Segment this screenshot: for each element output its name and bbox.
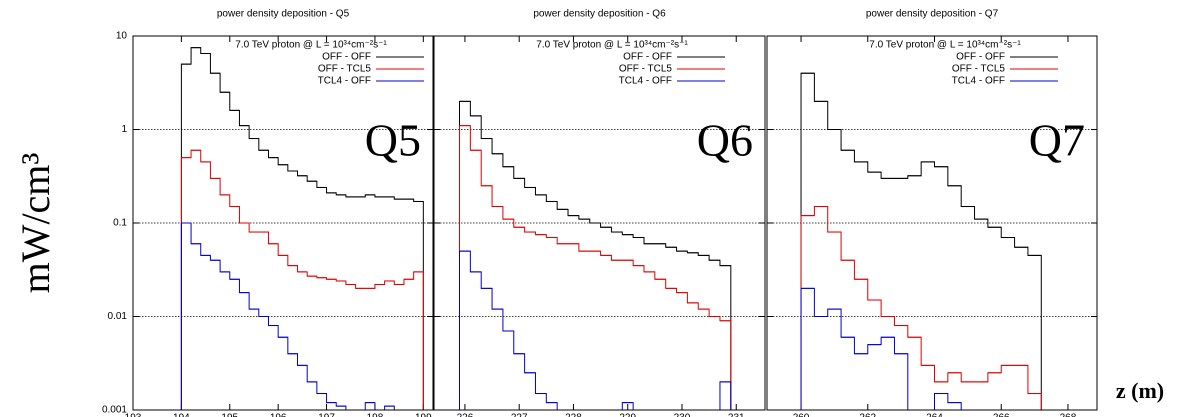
plot-frame [433,35,766,411]
legend-label: OFF - TCL5 [619,64,673,75]
panel-title: power density deposition - Q6 [533,9,666,20]
x-axis-label: z (m) [1116,378,1164,403]
x-tick-label: 227 [511,413,528,417]
step-outline [459,100,732,410]
y-tick-label: 0.1 [113,218,127,229]
x-tick-label: 230 [674,413,691,417]
y-tick-label: 0.01 [108,311,128,322]
legend-label: TCL4 - OFF [619,76,672,87]
legend-label: OFF - OFF [956,52,1005,63]
plot-frame [132,35,434,411]
x-tick-label: 260 [793,413,810,417]
panel-label: Q7 [1029,115,1085,166]
x-tick-label: 199 [415,413,432,417]
y-tick-label: 1 [121,124,127,135]
x-tick-label: 229 [619,413,636,417]
x-tick-label: 196 [270,413,287,417]
x-tick-label: 194 [173,413,190,417]
x-tick-label: 268 [1060,413,1077,417]
legend-label: TCL4 - OFF [952,76,1005,87]
x-tick-label: 198 [367,413,384,417]
x-tick-label: 266 [993,413,1010,417]
y-axis-label: mW/cm³ [13,153,58,294]
legend-label: OFF - OFF [322,52,371,63]
x-tick-label: 231 [728,413,745,417]
annotation: 7.0 TeV proton @ L = 10³⁴cm⁻²s⁻¹ [536,40,688,51]
step-outline [459,250,732,411]
legend-label: TCL4 - OFF [318,76,371,87]
panel-title: power density deposition - Q5 [217,9,350,20]
y-tick-label: 0.001 [102,405,127,416]
legend-label: OFF - TCL5 [318,64,372,75]
x-tick-label: 264 [926,413,943,417]
annotation: 7.0 TeV proton @ L = 10³⁴cm⁻²s⁻¹ [235,40,387,51]
step-outline [459,125,732,410]
x-tick-label: 228 [565,413,582,417]
x-tick-label: 197 [318,413,335,417]
x-tick-label: 195 [221,413,238,417]
annotation: 7.0 TeV proton @ L = 10³⁴cm⁻²s⁻¹ [869,40,1021,51]
legend-label: OFF - TCL5 [952,64,1006,75]
y-tick-label: 10 [116,31,128,42]
x-tick-label: 193 [125,413,142,417]
panel-label: Q6 [697,115,753,166]
x-tick-label: 262 [859,413,876,417]
panel-title: power density deposition - Q7 [866,9,999,20]
plot-frame [766,35,1098,411]
step-outline [180,47,424,410]
step-outline [180,149,424,410]
legend-label: OFF - OFF [623,52,672,63]
panel-label: Q5 [365,115,421,166]
x-tick-label: 226 [457,413,474,417]
